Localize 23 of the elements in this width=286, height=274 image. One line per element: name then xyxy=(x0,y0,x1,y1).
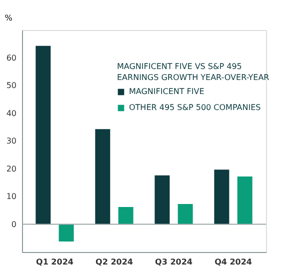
bar xyxy=(118,207,134,224)
bar xyxy=(58,224,74,242)
legend-label: MAGNIFICENT FIVE xyxy=(129,87,204,96)
y-tick-label: 60 xyxy=(6,53,16,62)
x-tick-label: Q4 2024 xyxy=(214,258,252,266)
x-tick-label: Q2 2024 xyxy=(96,258,134,266)
bar xyxy=(95,129,110,224)
bar xyxy=(154,175,170,224)
text: MAGNIFICENT FIVE VS S&P 495 EARNINGS GROWTH YEAR-OVER-YEAR xyxy=(117,62,270,82)
bar xyxy=(214,170,230,224)
y-tick-label: 40 xyxy=(6,108,16,118)
x-tick-label: Q3 2024 xyxy=(155,258,193,266)
x-tick-label: Q1 2024 xyxy=(36,258,74,266)
y-axis-title: % xyxy=(4,14,13,22)
legend-label: OTHER 495 S&P 500 COMPANIES xyxy=(129,103,261,112)
y-tick-label: 50 xyxy=(6,81,16,90)
y-tick-label: 10 xyxy=(6,192,16,201)
y-tick-label: 30 xyxy=(6,136,16,146)
y-tick-label: 0 xyxy=(11,220,16,229)
bar xyxy=(36,46,51,224)
bar xyxy=(178,204,193,224)
bar xyxy=(237,176,252,224)
y-tick-label: 20 xyxy=(6,164,16,174)
